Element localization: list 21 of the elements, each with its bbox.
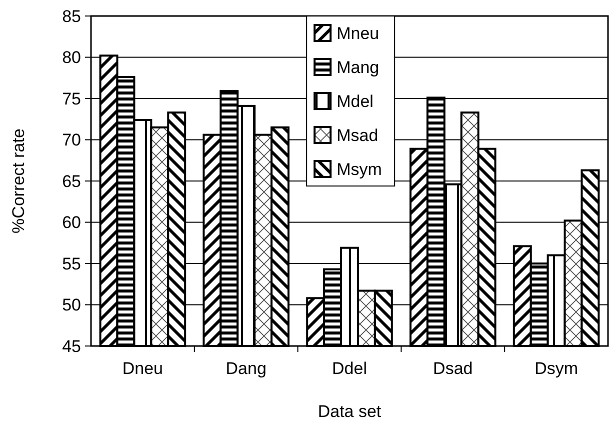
- x-tick-label: Dsad: [433, 359, 473, 378]
- y-axis-title: %Correct rate: [9, 128, 28, 234]
- legend-label: Mang: [336, 58, 380, 77]
- x-tick-label: Dneu: [122, 359, 164, 378]
- y-tick-label: 85: [62, 6, 81, 26]
- x-axis-title: Data set: [318, 402, 382, 421]
- y-tick-label: 75: [62, 89, 81, 108]
- x-tick-label: Ddel: [332, 359, 367, 378]
- y-tick-label: 55: [62, 254, 81, 274]
- y-tick-label: 65: [62, 172, 81, 191]
- y-tick-label: 50: [62, 296, 81, 315]
- y-tick-label: 80: [62, 48, 81, 68]
- legend-label: Mdel: [336, 92, 374, 111]
- y-tick-label: 70: [62, 130, 81, 150]
- x-tick-label: Dang: [226, 359, 266, 378]
- legend-label: Msym: [336, 160, 382, 179]
- legend-label: Mneu: [336, 24, 380, 43]
- x-tick-label: Dsym: [534, 359, 578, 378]
- legend-label: Msad: [336, 126, 378, 145]
- y-tick-label: 45: [62, 336, 81, 356]
- y-tick-label: 60: [62, 213, 81, 232]
